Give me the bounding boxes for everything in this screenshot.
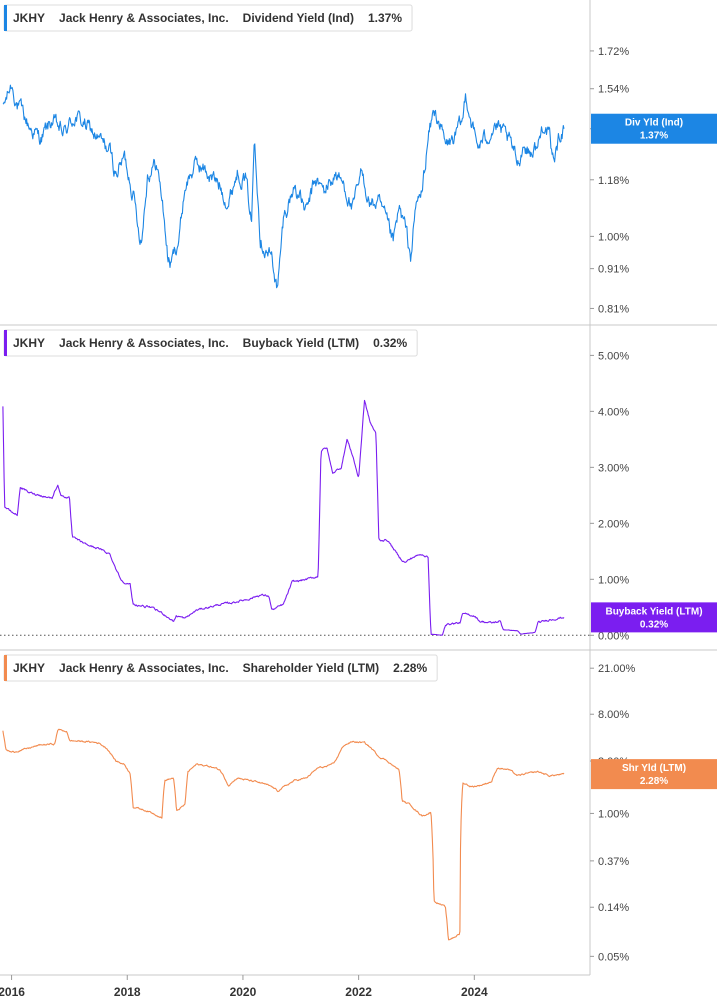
tag-label: Shr Yld (LTM) [622, 763, 686, 774]
legend-box: JKHY Jack Henry & Associates, Inc. Buyback… [4, 330, 417, 356]
tag-value: 1.37% [640, 131, 668, 142]
legend-current-value: 0.32% [373, 336, 407, 350]
y-tick-label: 0.91% [598, 264, 629, 276]
legend-box: JKHY Jack Henry & Associates, Inc. Dividen… [4, 5, 412, 31]
series-line [3, 729, 564, 940]
legend-box: JKHY Jack Henry & Associates, Inc. Shareho… [4, 655, 437, 681]
legend-current-value: 2.28% [393, 661, 427, 675]
legend-color-swatch [4, 330, 7, 356]
series-line [3, 400, 564, 635]
legend-company: Jack Henry & Associates, Inc. [59, 661, 229, 675]
legend-metric: Shareholder Yield (LTM) [243, 661, 379, 675]
y-tick-label: 1.00% [598, 231, 629, 243]
y-tick-label: 0.81% [598, 303, 629, 315]
legend-company: Jack Henry & Associates, Inc. [59, 11, 229, 25]
y-tick-label: 4.00% [598, 406, 629, 418]
panel-3: 21.00%8.00%3.00%1.00%0.37%0.14%0.05%Shr … [0, 650, 717, 963]
x-tick-label: 2024 [461, 985, 488, 999]
current-value-tag: Buyback Yield (LTM) 0.32% [591, 602, 717, 632]
legend-color-swatch [4, 655, 7, 681]
legend-company: Jack Henry & Associates, Inc. [59, 336, 229, 350]
y-tick-label: 1.18% [598, 175, 629, 187]
x-tick-label: 2016 [0, 985, 25, 999]
legend-ticker: JKHY [13, 661, 45, 675]
y-tick-label: 1.54% [598, 84, 629, 96]
y-tick-label: 3.00% [598, 462, 629, 474]
y-tick-label: 2.00% [598, 518, 629, 530]
legend-ticker: JKHY [13, 336, 45, 350]
tag-value: 0.32% [640, 619, 668, 630]
y-tick-label: 21.00% [598, 663, 636, 675]
panel-1: 1.72% 1.54% 1.37% 1.18% 1.00% 0.91% 0.81% Div Y… [3, 5, 717, 315]
y-tick-label: 1.00% [598, 574, 629, 586]
y-tick-label: 5.00% [598, 350, 629, 362]
current-value-tag: Shr Yld (LTM) 2.28% [591, 759, 717, 789]
tag-value: 2.28% [640, 776, 668, 787]
panel-2: 5.00%4.00%3.00%2.00%1.00%0.00%Buyback Yi… [0, 325, 717, 642]
current-value-tag: Div Yld (Ind) 1.37% [591, 114, 717, 144]
legend-metric: Buyback Yield (LTM) [243, 336, 359, 350]
y-tick-label: 0.14% [598, 902, 629, 914]
y-tick-label: 8.00% [598, 709, 629, 721]
tag-label: Div Yld (Ind) [625, 118, 683, 129]
tag-label: Buyback Yield (LTM) [605, 606, 702, 617]
y-tick-label: 1.00% [598, 808, 629, 820]
legend-ticker: JKHY [13, 11, 45, 25]
x-tick-label: 2020 [230, 985, 257, 999]
legend-current-value: 1.37% [368, 11, 402, 25]
y-tick-label: 1.72% [598, 46, 629, 58]
x-tick-label: 2018 [114, 985, 141, 999]
x-tick-label: 2022 [345, 985, 372, 999]
y-tick-label: 0.05% [598, 951, 629, 963]
series-line [3, 85, 564, 288]
yield-charts-svg: 1.72% 1.54% 1.37% 1.18% 1.00% 0.91% 0.81% Div Y… [0, 0, 717, 1005]
y-tick-label: 0.37% [598, 856, 629, 868]
legend-color-swatch [4, 5, 7, 31]
x-axis: 2016 2018 2020 2022 2024 [0, 975, 590, 999]
legend-metric: Dividend Yield (Ind) [243, 11, 354, 25]
chart-canvas: 1.72% 1.54% 1.37% 1.18% 1.00% 0.91% 0.81% Div Y… [0, 0, 717, 1005]
